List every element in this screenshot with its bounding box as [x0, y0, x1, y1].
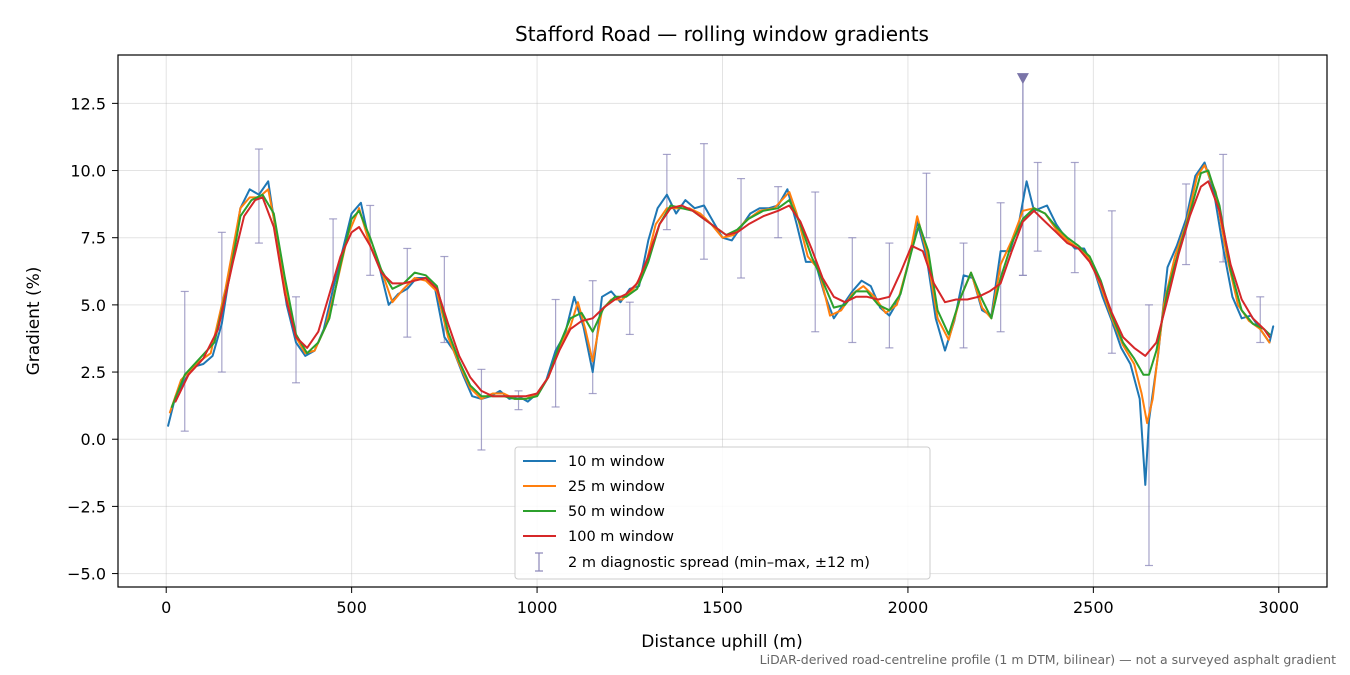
- y-tick-label: 7.5: [81, 229, 106, 248]
- errorbar: [180, 290, 189, 432]
- series-line-10m: [167, 161, 1275, 486]
- legend-label-10m: 10 m window: [568, 454, 665, 470]
- x-tick-label: 2000: [888, 598, 929, 617]
- x-axis-label: Distance uphill (m): [641, 632, 802, 652]
- errorbar: [699, 143, 708, 260]
- legend-swatch-errorbar: [535, 552, 543, 572]
- x-axis-ticks: 0 500 1000 1500 2000 2500 3000: [161, 587, 1299, 617]
- errorbar: [588, 280, 597, 395]
- x-tick-label: 2500: [1073, 598, 1114, 617]
- errorbar: [403, 247, 412, 338]
- y-axis-ticks: −5.0 −2.5 0.0 2.5 5.0 7.5 10.0 12.5: [67, 94, 118, 584]
- y-axis-label: Gradient (%): [24, 267, 44, 376]
- errorbar: [774, 186, 783, 239]
- y-tick-label: 0.0: [81, 430, 106, 449]
- errorbar: [1070, 161, 1079, 274]
- legend: 10 m window 25 m window 50 m window 100 …: [514, 446, 931, 580]
- legend-label-errorbar: 2 m diagnostic spread (min–max, ±12 m): [568, 555, 870, 571]
- grid-lines: [118, 55, 1327, 587]
- y-tick-label: 2.5: [81, 363, 106, 382]
- y-tick-label: −5.0: [67, 565, 106, 584]
- errorbar: [477, 368, 486, 451]
- errorbar: [625, 301, 634, 336]
- legend-label-25m: 25 m window: [568, 479, 665, 495]
- y-tick-label: −2.5: [67, 497, 106, 516]
- errorbar: [662, 153, 671, 231]
- x-tick-label: 3000: [1258, 598, 1299, 617]
- legend-label-100m: 100 m window: [568, 529, 674, 545]
- x-tick-label: 0: [161, 598, 171, 617]
- series-line-100m: [174, 180, 1271, 403]
- legend-box: [514, 446, 931, 580]
- errorbar: [514, 390, 523, 411]
- errorbar: [1256, 296, 1265, 344]
- x-tick-label: 500: [336, 598, 367, 617]
- series-lines: [167, 161, 1275, 486]
- x-tick-label: 1500: [702, 598, 743, 617]
- y-tick-label: 5.0: [81, 296, 106, 315]
- footnote: LiDAR-derived road-centreline profile (1…: [760, 652, 1336, 667]
- errorbar: [1107, 210, 1116, 354]
- y-tick-label: 12.5: [70, 94, 106, 113]
- y-tick-label: 10.0: [70, 162, 106, 181]
- chart-title: Stafford Road — rolling window gradients: [515, 22, 929, 46]
- errorbar: [959, 242, 968, 349]
- legend-label-50m: 50 m window: [568, 504, 665, 520]
- errorbar: [1033, 161, 1042, 252]
- x-tick-label: 1000: [517, 598, 558, 617]
- off-scale-marker: [1016, 73, 1029, 85]
